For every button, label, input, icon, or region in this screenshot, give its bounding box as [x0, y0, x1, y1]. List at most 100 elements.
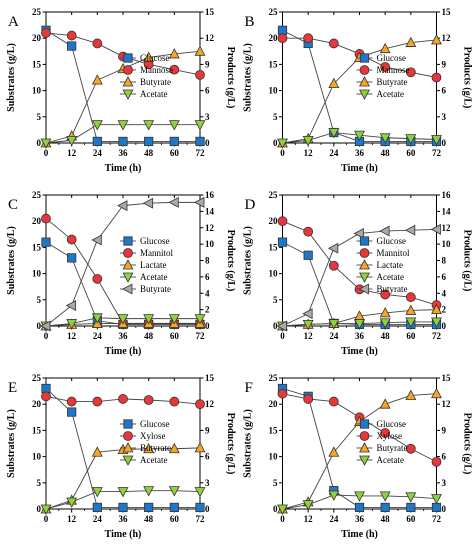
data-point-acetate: [379, 491, 391, 502]
x-tick-label: 24: [329, 148, 339, 158]
data-point-acetate: [302, 500, 314, 511]
data-point-acetate: [194, 314, 206, 325]
data-point-acetate: [66, 135, 78, 147]
y-left-tick-label: 25: [32, 373, 42, 383]
legend-label-glucose: Glucose: [377, 419, 407, 429]
legend-label-glucose: Glucose: [377, 236, 407, 246]
legend-marker-glucose: [359, 419, 370, 429]
y-left-tick-label: 10: [32, 86, 42, 96]
data-point-acetate: [379, 133, 391, 144]
data-point-mannose: [92, 38, 103, 49]
legend-label-acetate: Acetate: [377, 89, 404, 99]
panel-letter: A: [8, 14, 19, 30]
y-right-tick-label: 9: [442, 59, 447, 69]
y-left-tick-label: 0: [273, 504, 278, 514]
y-left-tick-label: 20: [269, 33, 279, 43]
y-left-tick-label: 20: [32, 399, 42, 409]
data-point-acetate: [328, 490, 340, 501]
x-tick-label: 48: [381, 331, 391, 341]
panel-letter: C: [8, 197, 18, 213]
y-right-axis-title: Products (g/L): [462, 413, 473, 475]
data-point-butyrate: [405, 389, 417, 400]
y-right-tick-label: 15: [205, 373, 215, 383]
data-point-mannitol: [380, 289, 391, 300]
x-tick-label: 12: [67, 331, 77, 341]
y-right-tick-label: 0: [205, 138, 210, 148]
data-point-acetate: [431, 317, 442, 328]
x-tick-label: 60: [406, 148, 416, 158]
data-point-glucose: [118, 502, 128, 513]
y-right-tick-label: 8: [442, 256, 447, 266]
legend-marker-glucose: [359, 236, 370, 246]
y-left-tick-label: 10: [32, 452, 42, 462]
data-point-butyrate: [405, 36, 417, 47]
data-point-glucose: [41, 383, 51, 394]
y-left-tick-label: 15: [269, 425, 279, 435]
x-tick-label: 72: [196, 148, 206, 158]
data-point-acetate: [379, 318, 391, 329]
y-left-axis-title: Substrates (g/L): [243, 43, 254, 112]
data-point-mannose: [431, 72, 442, 83]
legend-label-acetate: Acetate: [377, 455, 404, 465]
data-point-acetate: [40, 138, 52, 149]
x-tick-label: 60: [170, 331, 180, 341]
data-point-xylose: [328, 396, 339, 407]
data-point-acetate: [117, 314, 129, 325]
x-tick-label: 60: [406, 514, 416, 524]
x-tick-label: 0: [44, 331, 49, 341]
x-tick-label: 24: [93, 148, 103, 158]
legend-marker-acetate: [359, 455, 370, 466]
data-point-glucose: [169, 502, 179, 513]
data-point-butyrate: [143, 51, 155, 62]
data-point-xylose: [92, 396, 103, 407]
y-left-tick-label: 0: [37, 138, 42, 148]
y-right-tick-label: 2: [205, 305, 210, 315]
data-point-butyrate: [431, 387, 442, 399]
data-point-mannitol: [66, 234, 77, 245]
x-axis-title: Time (h): [341, 346, 378, 357]
data-point-acetate: [431, 135, 442, 146]
y-left-tick-label: 20: [269, 216, 279, 226]
y-left-tick-label: 5: [37, 478, 42, 488]
legend-marker-acetate: [359, 89, 370, 100]
data-point-mannose: [195, 69, 205, 80]
data-point-glucose: [118, 136, 128, 147]
panel-letter: D: [245, 197, 256, 213]
data-point-acetate: [91, 313, 103, 324]
x-tick-label: 48: [144, 514, 154, 524]
y-left-tick-label: 20: [32, 33, 42, 43]
data-point-mannose: [405, 67, 416, 78]
y-right-tick-label: 6: [205, 86, 210, 96]
y-left-tick-label: 20: [269, 399, 279, 409]
data-point-glucose: [277, 237, 288, 247]
x-tick-label: 24: [329, 514, 339, 524]
data-point-butyrate: [168, 48, 180, 59]
y-left-tick-label: 10: [269, 269, 279, 279]
legend-label-acetate: Acetate: [377, 272, 404, 282]
y-right-tick-label: 12: [442, 33, 452, 43]
data-point-xylose: [380, 428, 391, 438]
x-tick-label: 12: [67, 514, 77, 524]
legend-marker-acetate: [122, 89, 134, 100]
data-point-acetate: [431, 494, 442, 505]
y-left-tick-label: 5: [273, 478, 278, 488]
data-point-mannitol: [92, 273, 103, 284]
legend-label-glucose: Glucose: [140, 236, 170, 246]
legend-label-xylose: Xylose: [377, 431, 403, 441]
data-point-mannitol: [277, 216, 288, 227]
y-left-tick-label: 10: [269, 86, 279, 96]
y-right-tick-label: 9: [205, 425, 210, 435]
data-point-butyrate: [379, 42, 391, 54]
data-point-acetate: [302, 135, 314, 147]
data-point-glucose: [431, 502, 442, 513]
data-point-acetate: [66, 497, 78, 508]
data-point-acetate: [143, 120, 155, 131]
data-point-acetate: [328, 319, 340, 330]
y-right-tick-label: 15: [205, 7, 215, 17]
x-tick-label: 72: [432, 514, 442, 524]
x-tick-label: 36: [119, 331, 129, 341]
legend-marker-butyrate: [359, 442, 370, 453]
data-point-glucose: [406, 502, 416, 513]
x-tick-label: 36: [119, 514, 129, 524]
data-point-butyrate: [328, 446, 340, 457]
